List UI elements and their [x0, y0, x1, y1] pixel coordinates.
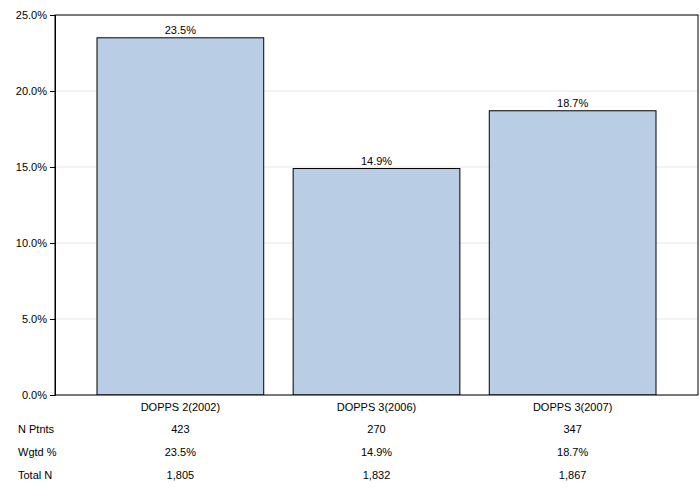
y-axis: 0.0% 5.0% 10.0% 15.0% 20.0% 25.0% [16, 9, 56, 401]
bar [293, 169, 460, 395]
y-tick-mark [50, 167, 55, 168]
plot-frame [55, 15, 698, 395]
y-tick-mark [50, 319, 55, 320]
table-cell: 1,805 [167, 469, 195, 481]
x-axis: DOPPS 2(2002) DOPPS 3(2006) DOPPS 3(2007) [98, 395, 657, 413]
y-tick-label: 10.0% [16, 237, 47, 249]
data-label: 14.9% [361, 155, 392, 167]
x-tick-label: DOPPS 3(2006) [337, 401, 416, 413]
data-label: 23.5% [165, 24, 196, 36]
y-tick-label: 25.0% [16, 9, 47, 21]
y-tick-label: 5.0% [22, 313, 47, 325]
y-tick-mark [50, 91, 55, 92]
y-tick-label: 20.0% [16, 85, 47, 97]
y-tick: 15.0% [16, 161, 55, 173]
x-tick: DOPPS 3(2006) [337, 395, 416, 413]
chart: 0.0% 5.0% 10.0% 15.0% 20.0% 25.0% DOPPS 2(2002… [0, 0, 700, 500]
table-row-header: Total N [18, 469, 52, 481]
data-label: 18.7% [557, 97, 588, 109]
table-cell: 14.9% [361, 446, 392, 458]
y-tick: 10.0% [16, 237, 55, 249]
y-tick: 0.0% [22, 389, 55, 401]
table-cell: 1,832 [363, 469, 391, 481]
x-axis-line [98, 395, 657, 396]
x-tick: DOPPS 3(2007) [533, 395, 612, 413]
grid [55, 15, 698, 395]
y-tick-mark [50, 243, 55, 244]
bars [97, 38, 656, 395]
y-tick-label: 0.0% [22, 389, 47, 401]
table-cell: 23.5% [165, 446, 196, 458]
y-axis-line [50, 16, 56, 396]
bar [489, 111, 656, 395]
table-cell: 18.7% [557, 446, 588, 458]
table: N Ptnts 423 270 347 Wgtd % 23.5% 14.9% 18.7% Tot… [18, 423, 588, 481]
y-tick: 20.0% [16, 85, 55, 97]
y-tick: 25.0% [16, 9, 55, 21]
table-cell: 1,867 [559, 469, 587, 481]
table-cell: 347 [563, 423, 581, 435]
x-tick-label: DOPPS 3(2007) [533, 401, 612, 413]
table-cell: 270 [367, 423, 385, 435]
table-row-header: N Ptnts [18, 423, 55, 435]
bar [97, 38, 264, 395]
table-row-header: Wgtd % [18, 446, 57, 458]
data-labels: 23.5% 14.9% 18.7% [165, 24, 589, 167]
y-tick-mark [50, 395, 55, 396]
x-tick-label: DOPPS 2(2002) [141, 401, 220, 413]
y-tick-label: 15.0% [16, 161, 47, 173]
table-cell: 423 [171, 423, 189, 435]
y-tick-mark [50, 15, 55, 16]
y-tick: 5.0% [22, 313, 55, 325]
x-tick: DOPPS 2(2002) [141, 395, 220, 413]
